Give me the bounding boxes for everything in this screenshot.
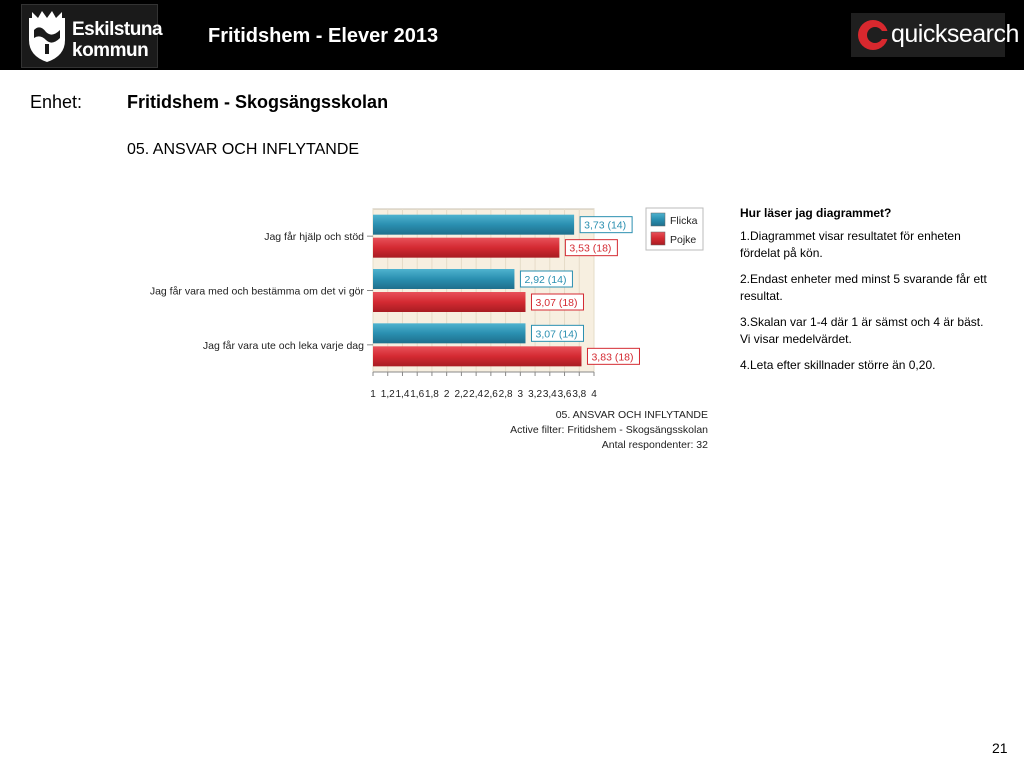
help-panel: Hur läser jag diagrammet? 1.Diagrammet v… (740, 205, 990, 383)
logo-text-line2: kommun (72, 40, 149, 61)
x-tick-label: 2 (444, 389, 450, 400)
x-tick-label: 3,8 (572, 389, 586, 400)
header-bar: Eskilstuna kommun Fritidshem - Elever 20… (0, 0, 1024, 70)
quicksearch-icon (858, 20, 891, 50)
x-tick-label: 1,4 (396, 389, 410, 400)
eskilstuna-logo: Eskilstuna kommun (21, 4, 163, 68)
x-tick-label: 1 (370, 389, 376, 400)
data-label-box (579, 216, 633, 234)
bar-flicka (373, 269, 515, 289)
help-item: 1.Diagrammet visar resultatet för enhete… (740, 229, 961, 260)
help-item: 2.Endast enheter med minst 5 svarande få… (740, 272, 987, 303)
legend-label: Flicka (670, 215, 698, 227)
x-tick-label: 3 (518, 389, 524, 400)
category-label: Jag får hjälp och stöd (264, 231, 364, 243)
legend-label: Pojke (670, 234, 696, 246)
category-label: Jag får vara ute och leka varje dag (203, 340, 364, 352)
x-tick-label: 3,2 (528, 389, 542, 400)
category-label: Jag får vara med och bestämma om det vi … (150, 286, 365, 298)
data-label-box (586, 347, 640, 365)
x-tick-label: 3,6 (558, 389, 572, 400)
data-label: 3,83 (18) (591, 351, 633, 363)
data-label: 3,07 (14) (535, 328, 577, 340)
data-label-box (519, 270, 573, 288)
chart-footer-line: Active filter: Fritidshem - Skogsängssko… (510, 424, 708, 436)
data-label-box (530, 324, 584, 342)
chart-footer-line: 05. ANSVAR OCH INFLYTANDE (556, 409, 708, 421)
help-item: 3.Skalan var 1-4 där 1 är sämst och 4 är… (740, 315, 984, 346)
x-tick-label: 2,2 (454, 389, 468, 400)
section-title: 05. ANSVAR OCH INFLYTANDE (127, 141, 360, 158)
chart-footer-line: Antal respondenter: 32 (602, 439, 708, 451)
bar-pojke (373, 292, 526, 312)
legend-swatch-flicka (650, 212, 666, 227)
data-label: 3,73 (14) (584, 220, 626, 232)
help-title: Hur läser jag diagrammet? (740, 206, 892, 220)
x-tick-label: 1,6 (410, 389, 424, 400)
x-tick-label: 3,4 (543, 389, 557, 400)
x-tick-label: 2,4 (469, 389, 483, 400)
document-title: Fritidshem - Elever 2013 (208, 25, 439, 47)
page-number: 21 (992, 740, 1008, 756)
logo-text-line1: Eskilstuna (72, 19, 163, 40)
bar-flicka (373, 323, 526, 344)
bar-chart: Jag får hjälp och stöd 3,73 (14) 3,53 (18)… (150, 207, 708, 451)
data-label-box (530, 293, 584, 311)
unit-name: Fritidshem - Skogsängsskolan (127, 92, 389, 112)
x-tick-label: 4 (591, 389, 597, 400)
legend-swatch-pojke (650, 231, 666, 246)
data-label: 2,92 (14) (524, 274, 566, 286)
data-label-box (564, 239, 618, 257)
bar-pojke (373, 346, 582, 367)
help-item: 4.Leta efter skillnader större än 0,20. (740, 358, 936, 372)
unit-label: Enhet: (30, 92, 83, 112)
bar-pojke (373, 237, 560, 258)
x-tick-label: 2,6 (484, 389, 498, 400)
x-tick-label: 1,8 (425, 389, 439, 400)
crest-icon (29, 11, 65, 62)
plot-area (372, 208, 595, 373)
data-label: 3,53 (18) (569, 243, 611, 255)
x-tick-label: 1,2 (381, 389, 395, 400)
data-label: 3,07 (18) (535, 297, 577, 309)
quicksearch-brand-text: quicksearch (891, 20, 1019, 48)
quicksearch-logo: quicksearch (851, 13, 1019, 57)
bar-flicka (373, 214, 575, 235)
x-tick-label: 2,8 (499, 389, 513, 400)
